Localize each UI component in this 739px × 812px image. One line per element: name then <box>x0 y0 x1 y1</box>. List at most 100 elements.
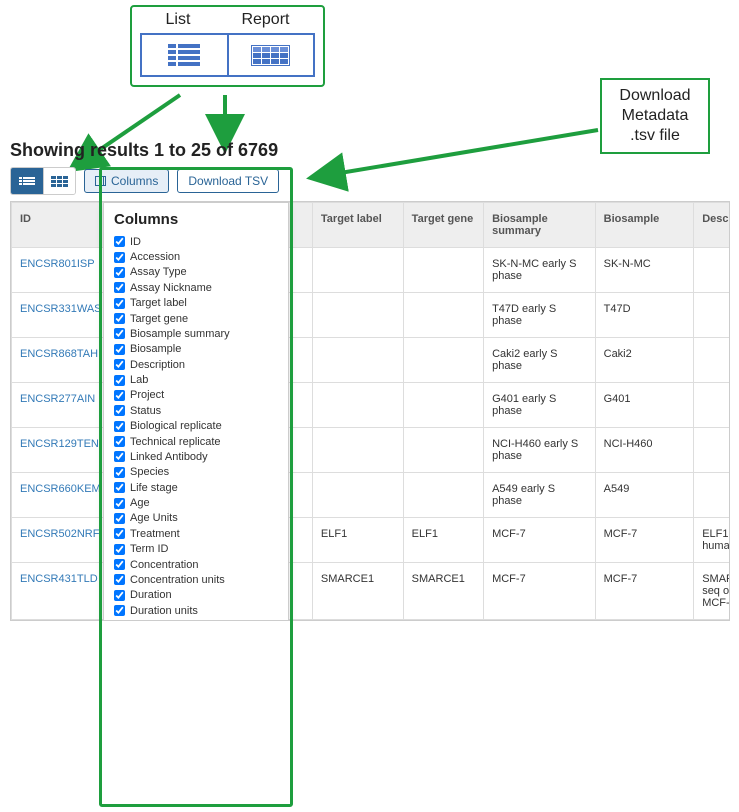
column-option[interactable]: Biological replicate <box>114 419 278 434</box>
id-link[interactable]: ENCSR331WAS <box>20 303 102 315</box>
column-checkbox[interactable] <box>114 282 125 293</box>
list-view-icon <box>19 177 35 185</box>
column-checkbox[interactable] <box>114 605 125 616</box>
column-option-label: Treatment <box>130 528 180 540</box>
column-checkbox[interactable] <box>114 482 125 493</box>
id-link[interactable]: ENCSR868TAH <box>20 348 98 360</box>
column-option[interactable]: Duration units <box>114 603 278 618</box>
col-description[interactable]: Descrip <box>694 203 730 248</box>
column-checkbox[interactable] <box>114 344 125 355</box>
column-option[interactable]: Biosample <box>114 342 278 357</box>
column-checkbox[interactable] <box>114 528 125 539</box>
column-checkbox[interactable] <box>114 498 125 509</box>
cell-target-label <box>312 383 403 428</box>
column-option-label: Target gene <box>130 313 188 325</box>
column-option-label: Accession <box>130 251 180 263</box>
id-link[interactable]: ENCSR660KEM <box>20 483 101 495</box>
col-biosample[interactable]: Biosample <box>595 203 694 248</box>
column-checkbox[interactable] <box>114 236 125 247</box>
cell-target-label <box>312 248 403 293</box>
column-option-label: Linked Antibody <box>130 451 208 463</box>
column-option[interactable]: Project <box>114 388 278 403</box>
column-checkbox[interactable] <box>114 252 125 263</box>
column-option[interactable]: Species <box>114 465 278 480</box>
column-option[interactable]: Accession <box>114 249 278 264</box>
column-option[interactable]: Biosample summary <box>114 326 278 341</box>
columns-button[interactable]: Columns <box>84 169 169 193</box>
id-link[interactable]: ENCSR129TEN <box>20 438 99 450</box>
column-checkbox[interactable] <box>114 405 125 416</box>
col-biosample-summary[interactable]: Biosample summary <box>484 203 596 248</box>
column-option-label: Assay Nickname <box>130 282 212 294</box>
column-option-label: Concentration units <box>130 574 225 586</box>
column-option[interactable]: Duration <box>114 588 278 603</box>
report-view-icon <box>51 176 68 187</box>
list-view-button[interactable] <box>11 168 43 194</box>
column-checkbox[interactable] <box>114 375 125 386</box>
column-option[interactable]: Status <box>114 403 278 418</box>
column-option-label: Biosample summary <box>130 328 230 340</box>
column-option[interactable]: Age Units <box>114 511 278 526</box>
cell-biosample-summary: MCF-7 <box>484 563 596 620</box>
column-option[interactable]: Assay Nickname <box>114 280 278 295</box>
cell-target-gene: SMARCE1 <box>403 563 483 620</box>
column-checkbox[interactable] <box>114 298 125 309</box>
cell-description <box>694 338 730 383</box>
column-option-label: Age <box>130 497 150 509</box>
column-option[interactable]: Technical replicate <box>114 434 278 449</box>
column-option-label: Target label <box>130 297 187 309</box>
column-option[interactable]: Target label <box>114 296 278 311</box>
cell-description: SMARCE1 ChIP-seq on human MCF-7 <box>694 563 730 620</box>
column-option[interactable]: Concentration <box>114 557 278 572</box>
cell-biosample: G401 <box>595 383 694 428</box>
column-option[interactable]: Term ID <box>114 542 278 557</box>
col-target-label[interactable]: Target label <box>312 203 403 248</box>
column-checkbox[interactable] <box>114 359 125 370</box>
cell-biosample-summary: T47D early S phase <box>484 293 596 338</box>
columns-icon <box>95 176 106 186</box>
column-option[interactable]: Target gene <box>114 311 278 326</box>
column-option[interactable]: Concentration units <box>114 572 278 587</box>
column-option[interactable]: Treatment <box>114 526 278 541</box>
cell-biosample-summary: Caki2 early S phase <box>484 338 596 383</box>
column-checkbox[interactable] <box>114 436 125 447</box>
cell-biosample: SK-N-MC <box>595 248 694 293</box>
column-checkbox[interactable] <box>114 421 125 432</box>
column-checkbox[interactable] <box>114 390 125 401</box>
col-target-gene[interactable]: Target gene <box>403 203 483 248</box>
column-checkbox[interactable] <box>114 574 125 585</box>
column-checkbox[interactable] <box>114 544 125 555</box>
column-option[interactable]: Lab <box>114 372 278 387</box>
download-tsv-button[interactable]: Download TSV <box>177 169 279 193</box>
column-option-label: Synchronization <box>130 620 208 621</box>
column-option[interactable]: Age <box>114 495 278 510</box>
id-link[interactable]: ENCSR277AIN <box>20 393 95 405</box>
column-option[interactable]: Life stage <box>114 480 278 495</box>
column-checkbox[interactable] <box>114 590 125 601</box>
id-link[interactable]: ENCSR431TLD <box>20 573 98 585</box>
id-link[interactable]: ENCSR502NRF <box>20 528 99 540</box>
cell-target-gene <box>403 293 483 338</box>
cell-biosample: A549 <box>595 473 694 518</box>
column-checkbox[interactable] <box>114 267 125 278</box>
column-option[interactable]: Linked Antibody <box>114 449 278 464</box>
cell-biosample-summary: MCF-7 <box>484 518 596 563</box>
column-option-label: Life stage <box>130 482 178 494</box>
column-checkbox[interactable] <box>114 328 125 339</box>
column-option[interactable]: Synchronization <box>114 618 278 621</box>
column-checkbox[interactable] <box>114 313 125 324</box>
columns-dropdown[interactable]: Columns IDAccessionAssay TypeAssay Nickn… <box>103 202 289 621</box>
column-option[interactable]: Assay Type <box>114 265 278 280</box>
column-checkbox[interactable] <box>114 513 125 524</box>
column-checkbox[interactable] <box>114 451 125 462</box>
id-link[interactable]: ENCSR801ISP <box>20 258 95 270</box>
column-checkbox[interactable] <box>114 467 125 478</box>
column-checkbox[interactable] <box>114 559 125 570</box>
cell-biosample: MCF-7 <box>595 563 694 620</box>
cell-description <box>694 473 730 518</box>
report-view-button[interactable] <box>43 168 75 194</box>
column-option[interactable]: Description <box>114 357 278 372</box>
cell-target-gene <box>403 383 483 428</box>
cell-target-label <box>312 338 403 383</box>
column-option[interactable]: ID <box>114 234 278 249</box>
